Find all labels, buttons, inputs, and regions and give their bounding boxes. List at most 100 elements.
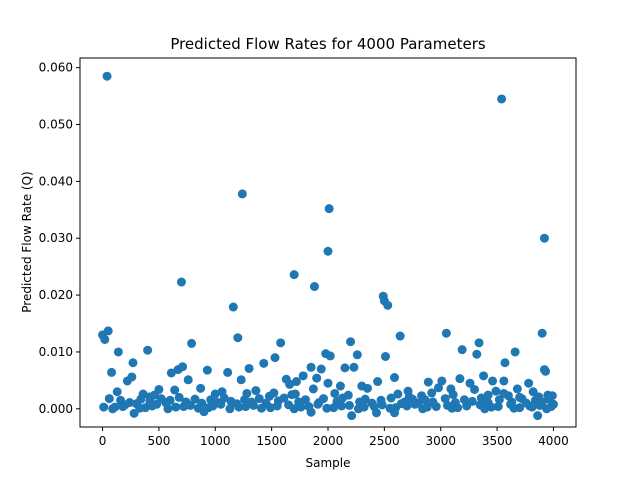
data-point xyxy=(120,400,130,410)
data-point xyxy=(143,345,153,355)
data-point xyxy=(183,375,193,385)
data-point xyxy=(216,399,226,409)
data-point xyxy=(347,411,357,421)
data-point xyxy=(291,377,301,387)
x-tick-label: 500 xyxy=(147,434,170,448)
data-point xyxy=(128,358,138,368)
data-point xyxy=(316,364,326,374)
data-point xyxy=(113,347,123,357)
data-point xyxy=(360,394,370,404)
data-point xyxy=(104,394,114,404)
data-point xyxy=(499,376,509,386)
data-point xyxy=(259,358,269,368)
data-point xyxy=(497,94,507,104)
data-point xyxy=(152,399,162,409)
plot-frame xyxy=(79,57,577,428)
data-point xyxy=(386,393,396,403)
data-point xyxy=(249,400,259,410)
data-point xyxy=(193,403,203,413)
data-point xyxy=(279,393,289,403)
x-tick-label: 2500 xyxy=(369,434,400,448)
data-point xyxy=(308,384,318,394)
data-point xyxy=(204,403,214,413)
data-point xyxy=(196,383,206,393)
data-point xyxy=(499,388,509,398)
data-point xyxy=(289,270,299,280)
data-point xyxy=(433,383,443,393)
data-point xyxy=(377,400,387,410)
data-point xyxy=(462,401,472,411)
y-tick-label: 0.040 xyxy=(39,174,73,188)
data-point xyxy=(470,384,480,394)
data-point xyxy=(537,328,547,338)
x-tick-label: 3500 xyxy=(482,434,513,448)
data-point xyxy=(479,371,489,381)
data-point xyxy=(500,358,510,368)
data-point xyxy=(178,362,188,372)
data-point xyxy=(380,352,390,361)
data-point xyxy=(346,337,356,347)
data-point xyxy=(228,302,238,312)
data-point xyxy=(285,379,295,389)
data-point xyxy=(486,402,496,412)
data-point xyxy=(298,371,308,381)
x-tick-label: 1500 xyxy=(256,434,287,448)
data-point xyxy=(122,376,132,386)
x-axis-label: Sample xyxy=(306,456,351,470)
data-point xyxy=(300,395,310,405)
data-point xyxy=(390,373,400,383)
data-point xyxy=(442,400,452,410)
data-point xyxy=(422,402,432,412)
data-point xyxy=(546,402,556,412)
data-point xyxy=(506,399,516,409)
data-point xyxy=(309,282,319,292)
data-point xyxy=(494,395,504,405)
data-point xyxy=(404,392,414,402)
data-point xyxy=(202,365,212,375)
data-point xyxy=(251,386,261,396)
data-point xyxy=(136,394,146,404)
data-point xyxy=(352,350,362,360)
data-point xyxy=(472,349,482,359)
data-point xyxy=(290,389,300,399)
data-point xyxy=(362,383,372,393)
data-point xyxy=(420,395,430,405)
data-point xyxy=(140,403,150,413)
data-point xyxy=(256,403,266,413)
data-point xyxy=(448,390,458,400)
y-tick-label: 0.010 xyxy=(39,345,73,359)
data-point xyxy=(344,400,354,410)
data-point xyxy=(483,390,493,400)
data-point xyxy=(423,377,433,387)
data-point xyxy=(233,333,243,343)
data-point xyxy=(383,300,393,310)
data-point xyxy=(335,381,345,391)
data-point xyxy=(373,377,383,387)
x-tick-label: 0 xyxy=(99,434,107,448)
data-point xyxy=(103,326,113,336)
data-point xyxy=(276,338,286,348)
data-point xyxy=(110,402,120,412)
data-point xyxy=(318,394,328,404)
data-point xyxy=(541,366,551,376)
data-point xyxy=(322,403,332,413)
data-point xyxy=(493,402,503,412)
data-point xyxy=(170,385,180,395)
x-axis-ticks: 0 500 1000 1500 2000 2500 3000 3500 4000 xyxy=(99,427,569,448)
data-point xyxy=(313,399,323,409)
data-point xyxy=(410,399,420,409)
data-point xyxy=(512,384,522,394)
data-point xyxy=(535,400,545,410)
data-point xyxy=(396,399,406,409)
data-point xyxy=(359,402,369,412)
data-point xyxy=(176,277,186,287)
data-point xyxy=(99,402,109,412)
data-point xyxy=(476,393,486,403)
data-point xyxy=(515,392,525,402)
data-point xyxy=(323,246,333,256)
data-point xyxy=(369,402,379,412)
data-point xyxy=(475,400,485,410)
data-point xyxy=(190,394,200,404)
data-point xyxy=(102,71,112,81)
